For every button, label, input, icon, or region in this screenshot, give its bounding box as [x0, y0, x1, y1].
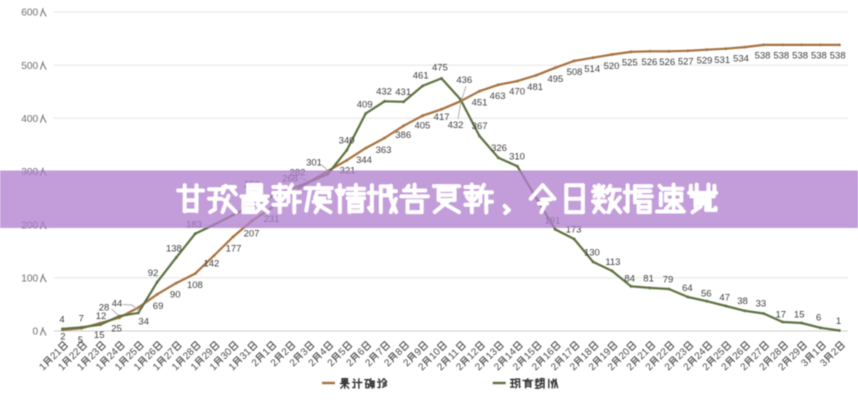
- svg-text:538: 538: [830, 51, 846, 62]
- svg-text:12: 12: [96, 311, 107, 322]
- svg-text:340: 340: [339, 136, 355, 147]
- svg-text:500: 500: [21, 61, 38, 72]
- svg-text:495: 495: [547, 74, 563, 85]
- svg-text:367: 367: [472, 121, 488, 132]
- svg-text:56: 56: [701, 288, 712, 299]
- svg-text:79: 79: [663, 275, 674, 286]
- svg-text:520: 520: [604, 61, 620, 72]
- svg-text:100: 100: [21, 274, 38, 285]
- svg-text:4: 4: [59, 314, 64, 325]
- svg-text:432: 432: [376, 86, 392, 97]
- svg-text:15: 15: [94, 330, 105, 341]
- svg-text:470: 470: [509, 87, 525, 98]
- svg-text:34: 34: [138, 317, 149, 328]
- svg-text:461: 461: [413, 71, 429, 82]
- svg-text:90: 90: [170, 289, 181, 300]
- svg-text:326: 326: [491, 143, 507, 154]
- svg-text:531: 531: [714, 55, 730, 66]
- svg-text:28: 28: [99, 303, 110, 314]
- svg-text:69: 69: [153, 301, 164, 312]
- svg-text:17: 17: [776, 309, 787, 320]
- svg-text:1: 1: [836, 316, 841, 327]
- svg-text:84: 84: [624, 274, 635, 285]
- svg-text:405: 405: [414, 120, 430, 131]
- svg-text:386: 386: [395, 130, 411, 141]
- svg-text:538: 538: [811, 51, 827, 62]
- svg-text:177: 177: [226, 244, 242, 255]
- svg-text:514: 514: [584, 64, 600, 75]
- svg-text:431: 431: [395, 87, 411, 98]
- svg-text:2: 2: [60, 331, 65, 342]
- svg-text:400: 400: [21, 114, 38, 125]
- svg-text:475: 475: [432, 63, 448, 74]
- svg-text:432: 432: [448, 120, 464, 131]
- svg-text:81: 81: [643, 274, 654, 285]
- svg-text:538: 538: [755, 51, 771, 62]
- svg-text:25: 25: [111, 323, 122, 334]
- svg-text:525: 525: [622, 58, 638, 69]
- svg-text:527: 527: [678, 57, 694, 68]
- svg-text:409: 409: [357, 99, 373, 110]
- svg-text:33: 33: [756, 299, 767, 310]
- svg-text:481: 481: [527, 82, 543, 93]
- svg-text:15: 15: [794, 309, 805, 320]
- svg-text:600: 600: [21, 8, 38, 19]
- svg-text:538: 538: [773, 51, 789, 62]
- svg-text:310: 310: [509, 152, 525, 163]
- svg-text:47: 47: [719, 293, 730, 304]
- svg-text:92: 92: [148, 268, 159, 279]
- svg-text:108: 108: [187, 280, 203, 291]
- svg-text:463: 463: [490, 91, 506, 102]
- svg-text:529: 529: [697, 56, 713, 67]
- svg-text:7: 7: [79, 314, 84, 325]
- svg-text:436: 436: [456, 75, 472, 86]
- svg-text:363: 363: [376, 145, 392, 156]
- svg-text:526: 526: [641, 57, 657, 68]
- svg-text:64: 64: [682, 283, 693, 294]
- svg-text:344: 344: [356, 155, 372, 166]
- svg-text:38: 38: [737, 296, 748, 307]
- svg-text:0: 0: [33, 327, 39, 338]
- svg-text:113: 113: [605, 257, 620, 268]
- svg-text:6: 6: [816, 313, 821, 324]
- svg-text:173: 173: [566, 224, 582, 235]
- svg-text:417: 417: [434, 112, 450, 123]
- svg-text:538: 538: [792, 51, 808, 62]
- svg-text:301: 301: [306, 158, 322, 169]
- svg-text:130: 130: [584, 247, 600, 258]
- svg-text:44: 44: [112, 299, 123, 310]
- svg-text:207: 207: [244, 229, 260, 240]
- svg-text:526: 526: [659, 57, 675, 68]
- svg-text:534: 534: [733, 54, 749, 65]
- svg-text:451: 451: [472, 98, 488, 109]
- svg-text:5: 5: [78, 335, 83, 346]
- svg-text:142: 142: [203, 259, 219, 270]
- svg-text:138: 138: [166, 244, 182, 255]
- svg-text:508: 508: [567, 67, 583, 78]
